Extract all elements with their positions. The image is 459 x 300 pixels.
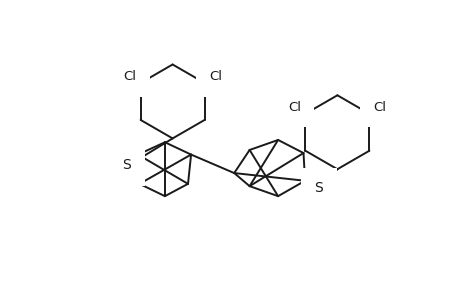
Text: Cl: Cl bbox=[208, 70, 221, 83]
Text: Cl: Cl bbox=[288, 101, 301, 114]
Text: S: S bbox=[122, 158, 130, 172]
Text: Cl: Cl bbox=[123, 70, 136, 83]
Text: Cl: Cl bbox=[373, 101, 386, 114]
Text: S: S bbox=[314, 182, 323, 196]
